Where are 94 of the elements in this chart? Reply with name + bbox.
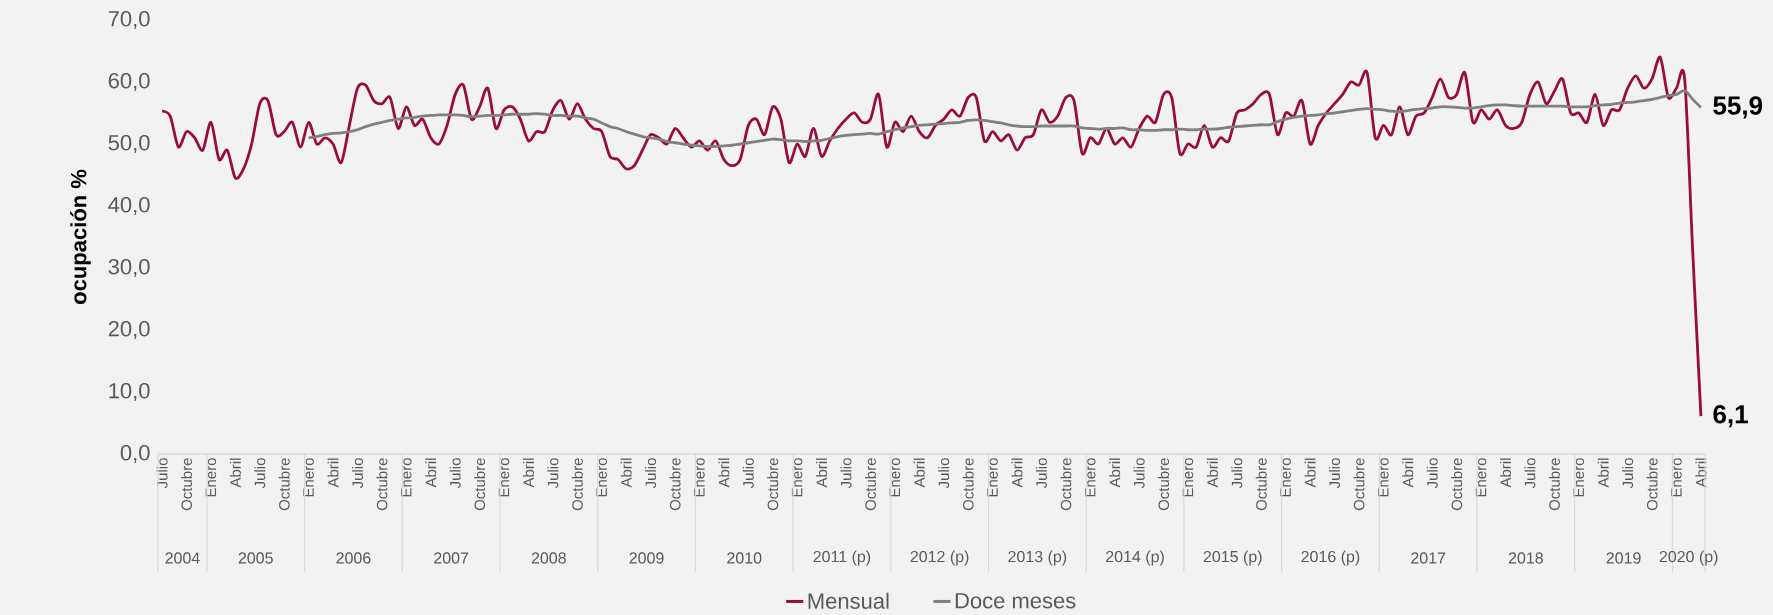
annotation: 55,9 [1713,96,1763,119]
legend-label: Mensual [808,592,889,609]
x-tick-label: Abril [718,458,730,488]
text: 2013 (p) [1008,550,1067,566]
text: 2004 [165,552,200,564]
x-tick-label: Octubre [376,458,388,511]
y-axis-title: ocupación % [70,169,91,304]
x-tick-label: Enero [1182,458,1194,497]
line-series [307,89,1703,148]
x-tick-label: Julio [156,458,168,489]
text: 2008 [531,552,566,564]
x-tick-label: Abril [1206,458,1218,488]
x-tick-label: Julio [742,458,754,489]
x-tick-label: Enero [498,458,510,497]
text: 2014 (p) [1106,550,1164,566]
text: 2016 (p) [1301,550,1360,566]
x-tick-label: Octubre [571,458,583,511]
x-tick-label: Enero [1573,458,1585,497]
x-tick-label: Abril [1695,458,1707,488]
x-tick-label: Julio [1426,458,1438,489]
text: 2010 [727,552,762,564]
x-tick-label: Julio [1524,458,1536,489]
x-tick-label: Octubre [1451,458,1463,511]
text: 2017 [1411,552,1446,564]
y-tick-label: 20,0 [108,320,150,340]
x-tick-label: Julio [449,458,461,489]
x-tick-label: Julio [351,458,363,489]
x-tick-label: Abril [1597,458,1609,488]
x-tick-label: Abril [816,458,828,488]
x-tick-label: Enero [401,458,412,497]
text: 2006 [336,552,371,564]
x-tick-label: Enero [1475,458,1487,497]
x-tick-label: Abril [1402,458,1414,488]
text: 2009 [629,552,664,564]
x-tick-label: Octubre [767,458,779,511]
x-tick-label: Julio [1133,458,1145,489]
y-tick-label: 50,0 [108,134,150,154]
x-tick-label: Enero [889,458,901,497]
x-tick-label: Enero [205,458,217,497]
text: 2018 [1508,552,1543,564]
x-tick-label: Julio [938,458,950,489]
x-tick-label: Julio [1035,458,1047,489]
x-tick-label: Julio [1329,458,1341,489]
x-tick-label: Octubre [278,458,290,511]
y-tick-label: 0,0 [120,444,150,464]
x-tick-label: Octubre [669,458,681,511]
x-tick-label: Octubre [1060,458,1072,511]
y-tick-label: 10,0 [109,382,150,402]
x-tick-label: Abril [229,458,241,488]
x-tick-label: Abril [913,458,925,488]
legend-label: Doce meses [955,593,1076,609]
x-tick-label: Enero [1671,458,1682,497]
y-tick-label: 70,0 [108,10,150,30]
text: 2015 (p) [1203,550,1262,566]
x-tick-label: Enero [791,458,803,497]
x-tick-label: Enero [694,458,705,497]
line-series [160,55,1703,418]
x-tick-label: Enero [987,458,998,497]
x-tick-label: Abril [620,458,632,488]
x-tick-label: Octubre [1255,458,1267,511]
x-tick-label: Octubre [962,458,974,511]
y-tick-label: 40,0 [108,196,150,216]
text: 2019 [1606,552,1641,564]
x-tick-label: Julio [645,458,657,489]
x-tick-label: Julio [840,458,852,489]
text: 2012 (p) [910,550,969,566]
x-tick-label: Octubre [864,458,876,511]
text: 2005 [238,552,273,564]
text: 2007 [434,552,469,564]
x-tick-label: Julio [547,458,559,489]
annotation: 6,1 [1713,405,1748,428]
x-tick-label: Julio [1231,458,1243,489]
x-tick-label: Octubre [181,458,193,511]
x-tick-label: Julio [1622,458,1634,489]
text: 2011 (p) [813,550,871,566]
x-tick-label: Abril [522,458,534,488]
x-tick-label: Abril [425,458,437,488]
x-tick-label: Octubre [1646,458,1658,511]
x-tick-label: Octubre [1548,458,1560,511]
x-tick-label: Julio [254,458,266,489]
x-tick-label: Octubre [474,458,486,511]
x-tick-label: Abril [1109,458,1121,488]
y-tick-label: 60,0 [108,72,150,92]
x-tick-label: Enero [596,458,607,497]
x-tick-label: Abril [1304,458,1316,488]
x-tick-label: Abril [1011,458,1023,488]
x-tick-label: Enero [1378,458,1389,497]
text: 2020 (p) [1659,550,1718,566]
x-tick-label: Abril [327,458,339,488]
x-tick-label: Enero [1085,458,1096,497]
x-tick-label: Abril [1500,458,1512,488]
x-tick-label: Octubre [1353,458,1365,511]
y-tick-label: 30,0 [108,258,150,278]
x-tick-label: Octubre [1158,458,1170,511]
